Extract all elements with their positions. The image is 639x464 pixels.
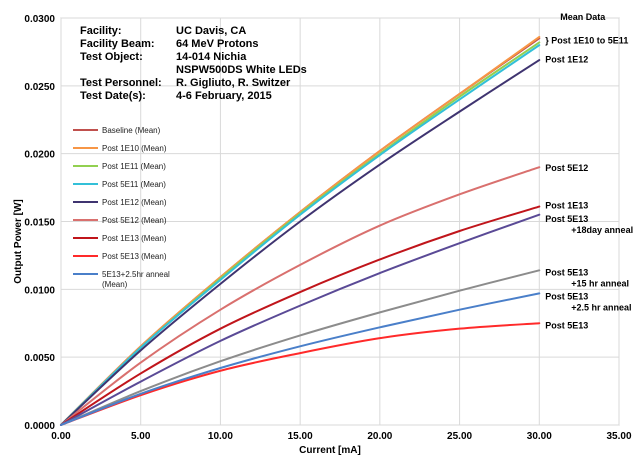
x-tick-label: 25.00 [447,431,472,442]
info-key: Test Object: [80,51,143,63]
series-line [60,205,541,426]
annotation-label: Post 5E12 [545,163,588,173]
annotation-label: Post 5E13 [545,214,588,224]
annotation-label: +18day anneal [571,225,633,235]
x-axis-title: Current [mA] [299,445,361,456]
series-line [60,269,541,426]
annotation-label: Mean Data [560,12,606,22]
y-tick-label: 0.0050 [24,353,55,364]
info-value: 64 MeV Protons [176,38,259,50]
info-key: Test Personnel: [80,77,162,89]
info-value: UC Davis, CA [176,25,246,37]
annotation-label: Post 5E13 [545,291,588,301]
x-tick-label: 15.00 [288,431,313,442]
annotation-label: Post 5E13 [545,267,588,277]
info-key: Facility: [80,25,122,37]
y-tick-label: 0.0000 [24,421,55,432]
legend-label: Post 1E12 (Mean) [102,198,167,207]
x-tick-label: 0.00 [51,431,71,442]
legend-label: Post 5E13 (Mean) [102,252,167,261]
annotation-label: +15 hr anneal [571,278,629,288]
legend-label: Post 1E10 (Mean) [102,144,167,153]
y-tick-label: 0.0150 [24,218,55,229]
legend-label: Post 1E13 (Mean) [102,234,167,243]
y-tick-label: 0.0100 [24,285,55,296]
annotation-label: Post 5E13 [545,321,588,331]
series-line [60,166,541,426]
x-tick-label: 5.00 [131,431,151,442]
y-tick-label: 0.0200 [24,150,55,161]
legend-label: Post 5E12 (Mean) [102,216,167,225]
series-line [60,292,541,426]
x-tick-label: 30.00 [527,431,552,442]
info-key: Facility Beam: [80,38,155,50]
info-value: NSPW500DS White LEDs [176,64,307,76]
info-key: Test Date(s): [80,90,146,102]
annotation-label: Post 1E13 [545,201,588,211]
legend-label: Baseline (Mean) [102,126,161,135]
series-line [60,44,541,426]
x-tick-label: 35.00 [606,431,631,442]
legend-label: (Mean) [102,280,128,289]
info-value: R. Gigliuto, R. Switzer [176,77,291,89]
x-tick-label: 10.00 [208,431,233,442]
series-line [60,213,541,426]
info-value: 4-6 February, 2015 [176,90,272,102]
y-tick-label: 0.0300 [24,14,55,25]
y-tick-label: 0.0250 [24,82,55,93]
annotation-label: +2.5 hr anneal [571,302,631,312]
legend-label: Post 5E11 (Mean) [102,180,166,189]
series-line [60,59,541,426]
info-value: 14-014 Nichia [176,51,247,63]
series-line [60,322,541,426]
annotation-label: Post 1E12 [545,55,588,65]
legend-label: Post 1E11 (Mean) [102,162,166,171]
annotation-label: } Post 1E10 to 5E11 [545,35,628,45]
legend-label: 5E13+2.5hr anneal [102,270,170,279]
y-axis-title: Output Power [W] [13,199,24,283]
x-tick-label: 20.00 [367,431,392,442]
